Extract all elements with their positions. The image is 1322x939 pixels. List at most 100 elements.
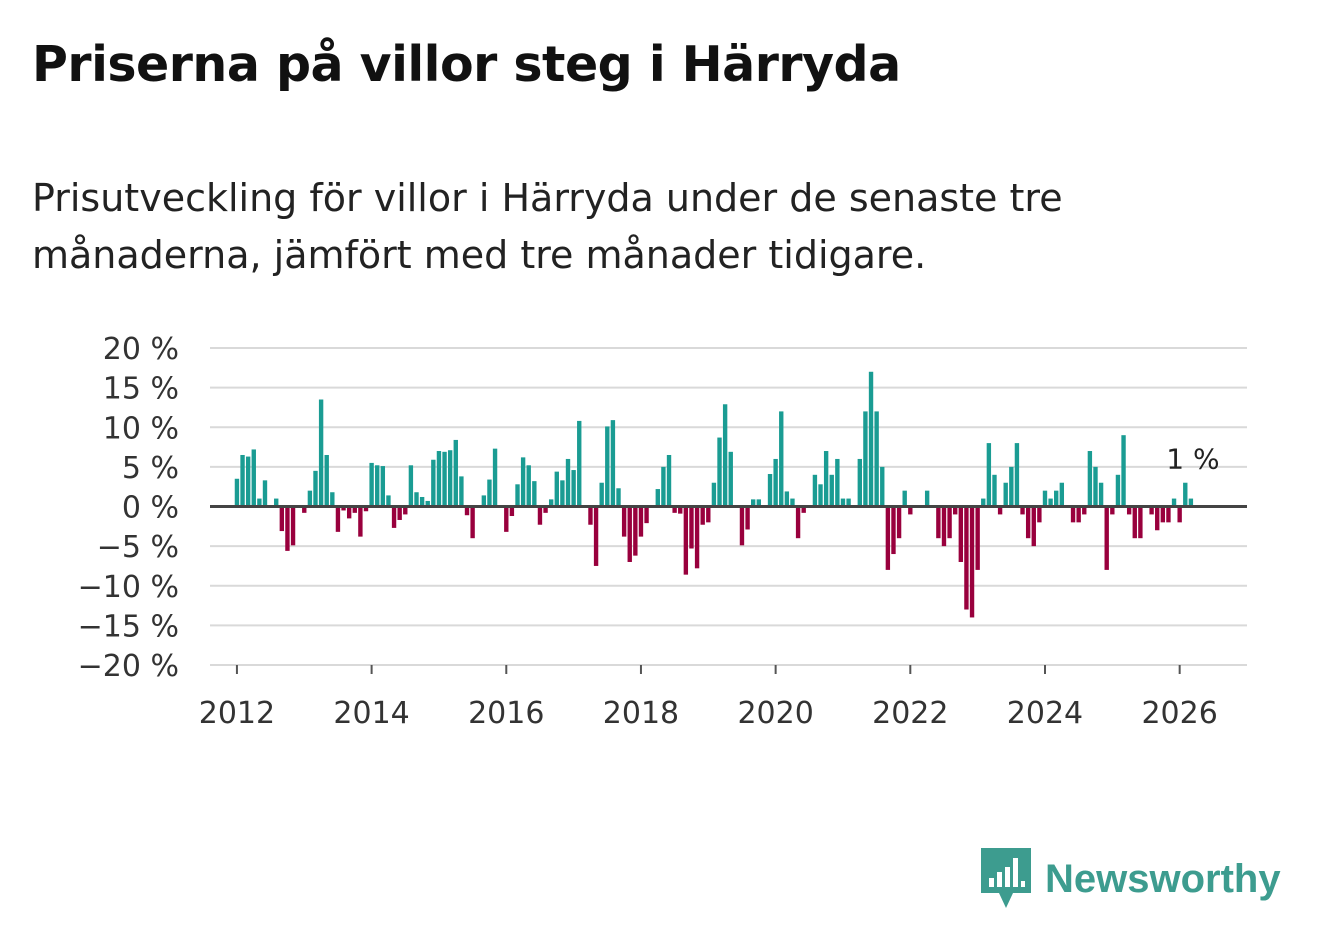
bar [419, 496, 425, 507]
bar [655, 489, 660, 507]
newsworthy-logo-icon [981, 848, 1031, 908]
bar [728, 451, 733, 507]
bar [621, 506, 627, 537]
bar [694, 506, 700, 569]
bar [711, 482, 717, 507]
bar [1087, 451, 1093, 507]
bar [818, 484, 823, 507]
y-tick-label: −15 % [78, 609, 179, 644]
bar [543, 506, 548, 513]
bar [1126, 506, 1132, 515]
bar [981, 498, 986, 507]
bar [1031, 506, 1036, 547]
bar [346, 506, 352, 519]
bar [391, 506, 397, 528]
bar [509, 506, 515, 517]
bar [672, 506, 677, 513]
bar [565, 458, 571, 507]
bar [1048, 498, 1053, 507]
bar [1177, 506, 1182, 523]
bar [302, 506, 307, 513]
x-tick-label: 2022 [872, 696, 948, 731]
bar [829, 474, 834, 507]
bar [863, 411, 868, 507]
bar [997, 506, 1003, 515]
bar [700, 506, 705, 525]
bar [722, 404, 728, 507]
bar [554, 471, 559, 507]
bar [868, 371, 874, 507]
bar [627, 506, 632, 562]
bar [896, 506, 902, 539]
bar [526, 465, 531, 507]
bar [964, 506, 969, 610]
bar [442, 451, 447, 507]
bar [908, 506, 913, 515]
bar [767, 474, 773, 507]
bar [902, 490, 907, 507]
bar [251, 449, 256, 507]
bar [431, 459, 436, 507]
bar [1132, 506, 1137, 539]
bar [335, 506, 341, 532]
bar [975, 506, 980, 570]
bar [801, 506, 806, 513]
bar [414, 492, 419, 507]
x-tick-label: 2016 [468, 696, 544, 731]
bar [1020, 506, 1025, 515]
bar [285, 506, 290, 551]
bar [874, 411, 879, 507]
bar [1160, 506, 1166, 523]
bar [1104, 506, 1109, 570]
bar [436, 451, 442, 507]
y-tick-label: 10 % [103, 411, 179, 446]
bar [532, 481, 537, 507]
bar [739, 506, 745, 546]
bar [1115, 474, 1121, 507]
bar [790, 498, 795, 507]
bar [678, 506, 683, 514]
bar [279, 506, 285, 532]
bar [1110, 506, 1115, 515]
bar [560, 480, 565, 507]
chart-title: Priserna på villor steg i Härryda [32, 36, 901, 93]
bar [717, 437, 722, 507]
bar [880, 466, 885, 507]
bar [234, 478, 240, 507]
bar [464, 506, 470, 516]
bar [245, 456, 251, 507]
bar [1009, 466, 1014, 507]
bar [593, 506, 599, 566]
chart-subtitle: Prisutveckling för villor i Härryda unde… [32, 176, 1063, 277]
bar [1082, 506, 1087, 515]
bar [1076, 506, 1081, 523]
bar [683, 506, 689, 575]
bar-series [234, 371, 1194, 618]
bar [492, 448, 498, 507]
bar [1138, 506, 1143, 539]
bar [453, 439, 458, 507]
x-tick-label: 2012 [199, 696, 275, 731]
bar [1149, 506, 1154, 515]
y-tick-label: −10 % [78, 570, 179, 605]
bar [823, 451, 829, 507]
bar [936, 506, 941, 539]
grid-lines [210, 347, 1247, 666]
bar [610, 420, 616, 507]
bar [1059, 482, 1065, 507]
bar [1042, 490, 1048, 507]
bar [1093, 466, 1098, 507]
bar [666, 454, 672, 507]
bar [408, 465, 414, 507]
bar [1155, 506, 1160, 531]
bar [257, 498, 262, 507]
bar [1070, 506, 1076, 523]
bar [599, 482, 604, 507]
bar [588, 506, 593, 525]
bar [274, 498, 279, 507]
bar [689, 506, 694, 549]
bar [633, 506, 638, 556]
bar [397, 506, 402, 520]
bar [706, 506, 711, 523]
